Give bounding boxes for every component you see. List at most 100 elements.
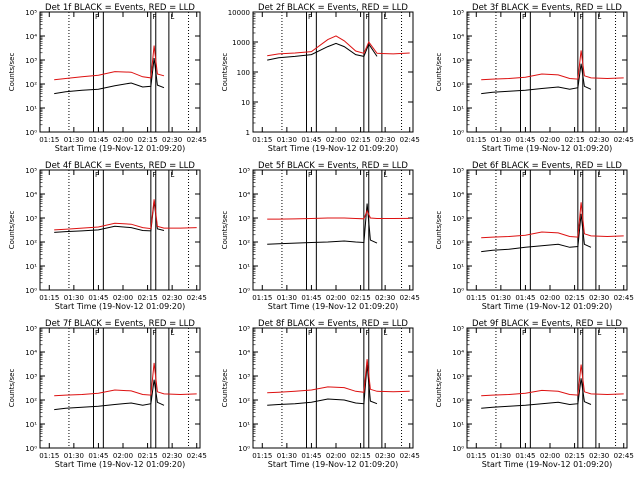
series-events-line (267, 364, 378, 406)
flag-label: F (522, 329, 526, 337)
plot-frame (39, 11, 201, 133)
x-tick-label: 02:00 (113, 294, 133, 302)
x-tick-label: 02:45 (187, 452, 207, 460)
x-tick-label: 01:45 (88, 136, 108, 144)
x-tick-label: 02:15 (137, 136, 157, 144)
x-tick-label: 01:45 (301, 294, 321, 302)
y-tick-label: 10¹ (452, 105, 464, 113)
x-tick-label: 01:15 (466, 136, 486, 144)
y-tick-label: 10¹ (25, 105, 37, 113)
y-tick-label: 10⁴ (25, 191, 37, 199)
panel-title: Det 1f BLACK = Events, RED = LLD (45, 3, 195, 13)
plot-frame (252, 11, 414, 133)
panel-5: Det 5f BLACK = Events, RED = LLD 10⁰ 10¹ 10… (221, 161, 420, 311)
panel-2: Det 2f BLACK = Events, RED = LLD 1 10 100 10… (221, 3, 420, 153)
y-tick-label: 10⁵ (452, 325, 464, 333)
y-axis-label: Counts/sec (8, 369, 16, 408)
x-axis-label: Start Time (19-Nov-12 01:09:20) (55, 460, 185, 469)
y-axis-label: Counts/sec (221, 369, 229, 408)
flag-label: L (170, 13, 174, 21)
x-tick-label: 01:45 (88, 294, 108, 302)
flag-label: L (597, 329, 601, 337)
series-events-line (481, 378, 592, 409)
x-tick-label: 01:30 (277, 294, 297, 302)
y-axis-label: Counts/sec (8, 53, 16, 92)
series-lld-line (481, 50, 624, 81)
x-tick-label: 02:15 (564, 452, 584, 460)
plot-frame (39, 169, 201, 291)
x-axis-label: Start Time (19-Nov-12 01:09:20) (482, 302, 612, 311)
panel-4: Det 4f BLACK = Events, RED = LLD 10⁰ 10¹ 10… (8, 161, 207, 311)
panel-3: Det 3f BLACK = Events, RED = LLD 10⁰ 10¹ 10… (435, 3, 634, 153)
flag-label: F (95, 171, 99, 179)
y-tick-label: 10⁴ (452, 33, 464, 41)
plot-frame (39, 327, 201, 449)
x-tick-label: 02:00 (326, 136, 346, 144)
x-tick-label: 02:30 (589, 452, 609, 460)
x-axis-label: Start Time (19-Nov-12 01:09:20) (268, 302, 398, 311)
flag-label: L (170, 329, 174, 337)
x-axis-label: Start Time (19-Nov-12 01:09:20) (482, 460, 612, 469)
flag-label: F (152, 329, 156, 337)
x-tick-label: 02:15 (137, 452, 157, 460)
x-tick-label: 02:15 (350, 452, 370, 460)
y-tick-label: 10⁴ (238, 349, 250, 357)
panel-title: Det 6f BLACK = Events, RED = LLD (472, 161, 622, 171)
y-tick-label: 10¹ (452, 263, 464, 271)
flag-label: L (383, 329, 387, 337)
x-tick-label: 02:45 (187, 294, 207, 302)
x-tick-label: 01:15 (252, 452, 272, 460)
x-tick-label: 02:45 (614, 136, 634, 144)
x-tick-label: 01:30 (277, 452, 297, 460)
y-tick-label: 10³ (452, 215, 464, 223)
y-tick-label: 10⁰ (25, 445, 37, 453)
y-tick-label: 10⁴ (25, 349, 37, 357)
series-events-line (54, 379, 165, 411)
x-tick-label: 01:15 (252, 136, 272, 144)
x-tick-label: 02:30 (162, 136, 182, 144)
x-axis-label: Start Time (19-Nov-12 01:09:20) (268, 460, 398, 469)
x-tick-label: 01:45 (515, 294, 535, 302)
x-tick-label: 02:45 (614, 294, 634, 302)
series-events-line (481, 63, 592, 95)
x-tick-label: 01:30 (491, 452, 511, 460)
y-tick-label: 10⁵ (452, 9, 464, 17)
flag-label: F (579, 171, 583, 179)
flag-label: F (95, 13, 99, 21)
x-tick-label: 02:00 (113, 452, 133, 460)
y-axis-label: Counts/sec (221, 53, 229, 92)
plot-frame (466, 169, 628, 291)
panel-title: Det 3f BLACK = Events, RED = LLD (472, 3, 622, 13)
y-tick-label: 10⁰ (452, 287, 464, 295)
x-tick-label: 01:30 (64, 294, 84, 302)
series-lld-line (267, 359, 410, 394)
flag-label: L (170, 171, 174, 179)
x-tick-label: 02:45 (400, 294, 420, 302)
y-tick-label: 10² (238, 397, 250, 405)
x-tick-label: 01:45 (88, 452, 108, 460)
y-tick-label: 10⁰ (452, 445, 464, 453)
flag-label: F (95, 329, 99, 337)
flag-label: F (308, 13, 312, 21)
panel-9: Det 9f BLACK = Events, RED = LLD 10⁰ 10¹ 10… (435, 319, 634, 469)
x-tick-label: 02:15 (137, 294, 157, 302)
y-tick-label: 10⁵ (452, 167, 464, 175)
flag-label: F (522, 171, 526, 179)
x-axis-label: Start Time (19-Nov-12 01:09:20) (55, 144, 185, 153)
y-tick-label: 1 (246, 129, 250, 137)
x-tick-label: 02:30 (589, 136, 609, 144)
y-axis-label: Counts/sec (221, 211, 229, 250)
panel-title: Det 8f BLACK = Events, RED = LLD (258, 319, 408, 329)
x-tick-label: 02:00 (540, 452, 560, 460)
flag-label: F (365, 13, 369, 21)
y-tick-label: 10¹ (25, 421, 37, 429)
y-tick-label: 10² (25, 239, 37, 247)
y-tick-label: 10¹ (25, 263, 37, 271)
x-tick-label: 01:15 (466, 294, 486, 302)
y-tick-label: 10⁵ (25, 325, 37, 333)
y-tick-label: 10⁴ (25, 33, 37, 41)
x-tick-label: 02:45 (187, 136, 207, 144)
y-tick-label: 10000 (228, 9, 250, 17)
x-tick-label: 02:15 (564, 294, 584, 302)
